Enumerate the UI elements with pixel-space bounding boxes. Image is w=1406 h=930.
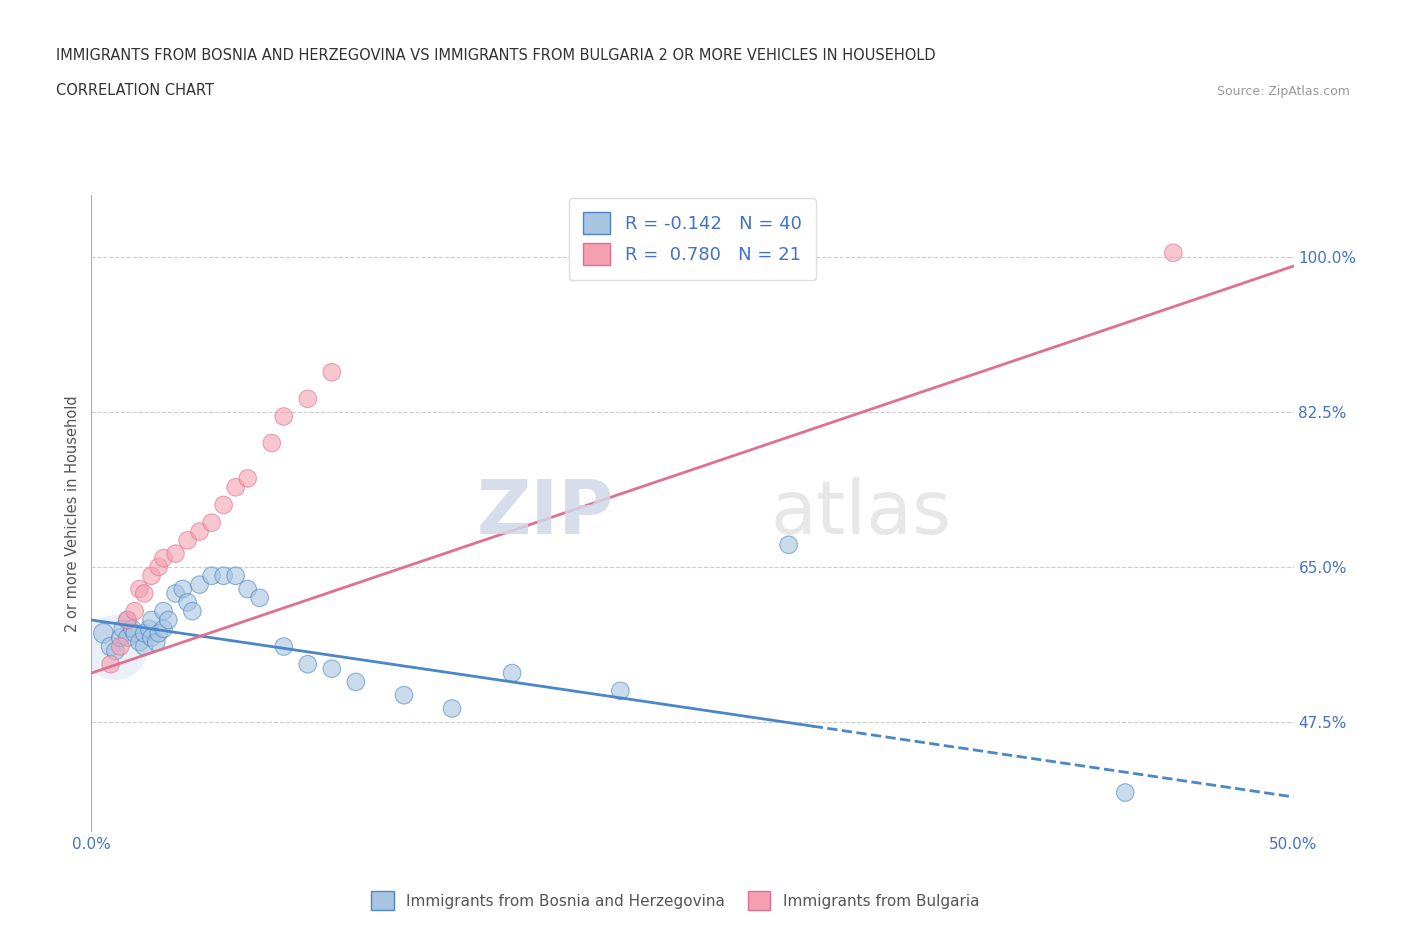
Point bbox=[188, 578, 211, 592]
Point bbox=[134, 586, 156, 601]
Point bbox=[148, 560, 170, 575]
Legend: Immigrants from Bosnia and Herzegovina, Immigrants from Bulgaria: Immigrants from Bosnia and Herzegovina, … bbox=[363, 884, 987, 918]
Point bbox=[152, 551, 174, 565]
Point bbox=[152, 621, 174, 636]
Point bbox=[134, 626, 156, 641]
Text: Source: ZipAtlas.com: Source: ZipAtlas.com bbox=[1216, 85, 1350, 98]
Point bbox=[141, 568, 163, 583]
Point bbox=[392, 688, 415, 703]
Point bbox=[778, 538, 800, 552]
Point bbox=[110, 631, 132, 645]
Point bbox=[225, 568, 247, 583]
Point bbox=[165, 546, 187, 561]
Point bbox=[165, 586, 187, 601]
Point bbox=[273, 639, 295, 654]
Point bbox=[111, 621, 134, 636]
Point bbox=[104, 639, 127, 654]
Point bbox=[124, 626, 146, 641]
Point bbox=[273, 409, 295, 424]
Point bbox=[181, 604, 204, 618]
Point bbox=[1114, 785, 1136, 800]
Point bbox=[104, 644, 127, 658]
Text: CORRELATION CHART: CORRELATION CHART bbox=[56, 83, 214, 98]
Point bbox=[128, 634, 150, 649]
Point bbox=[176, 533, 198, 548]
Point bbox=[201, 568, 224, 583]
Point bbox=[124, 604, 146, 618]
Point bbox=[100, 639, 122, 654]
Text: ZIP: ZIP bbox=[477, 477, 614, 551]
Point bbox=[225, 480, 247, 495]
Point bbox=[249, 591, 271, 605]
Point bbox=[501, 666, 523, 681]
Y-axis label: 2 or more Vehicles in Household: 2 or more Vehicles in Household bbox=[65, 395, 80, 632]
Point bbox=[152, 604, 174, 618]
Point bbox=[110, 639, 132, 654]
Point bbox=[172, 581, 194, 596]
Point bbox=[188, 525, 211, 539]
Point bbox=[141, 631, 163, 645]
Point bbox=[145, 634, 167, 649]
Point bbox=[236, 471, 259, 485]
Point bbox=[134, 639, 156, 654]
Point bbox=[201, 515, 224, 530]
Point bbox=[1161, 246, 1184, 260]
Legend: R = -0.142   N = 40, R =  0.780   N = 21: R = -0.142 N = 40, R = 0.780 N = 21 bbox=[569, 198, 815, 280]
Point bbox=[157, 613, 180, 628]
Text: atlas: atlas bbox=[770, 477, 952, 551]
Point bbox=[236, 581, 259, 596]
Point bbox=[117, 613, 139, 628]
Point bbox=[297, 657, 319, 671]
Point bbox=[128, 581, 150, 596]
Point bbox=[344, 674, 367, 689]
Point bbox=[297, 392, 319, 406]
Point bbox=[609, 684, 631, 698]
Point bbox=[117, 613, 139, 628]
Point bbox=[93, 626, 115, 641]
Point bbox=[321, 661, 343, 676]
Point bbox=[117, 631, 139, 645]
Point bbox=[100, 657, 122, 671]
Text: IMMIGRANTS FROM BOSNIA AND HERZEGOVINA VS IMMIGRANTS FROM BULGARIA 2 OR MORE VEH: IMMIGRANTS FROM BOSNIA AND HERZEGOVINA V… bbox=[56, 48, 936, 63]
Point bbox=[138, 621, 160, 636]
Point bbox=[440, 701, 463, 716]
Point bbox=[176, 595, 198, 610]
Point bbox=[121, 621, 143, 636]
Point bbox=[212, 498, 235, 512]
Point bbox=[321, 365, 343, 379]
Point bbox=[260, 435, 283, 450]
Point bbox=[141, 613, 163, 628]
Point bbox=[148, 626, 170, 641]
Point bbox=[212, 568, 235, 583]
